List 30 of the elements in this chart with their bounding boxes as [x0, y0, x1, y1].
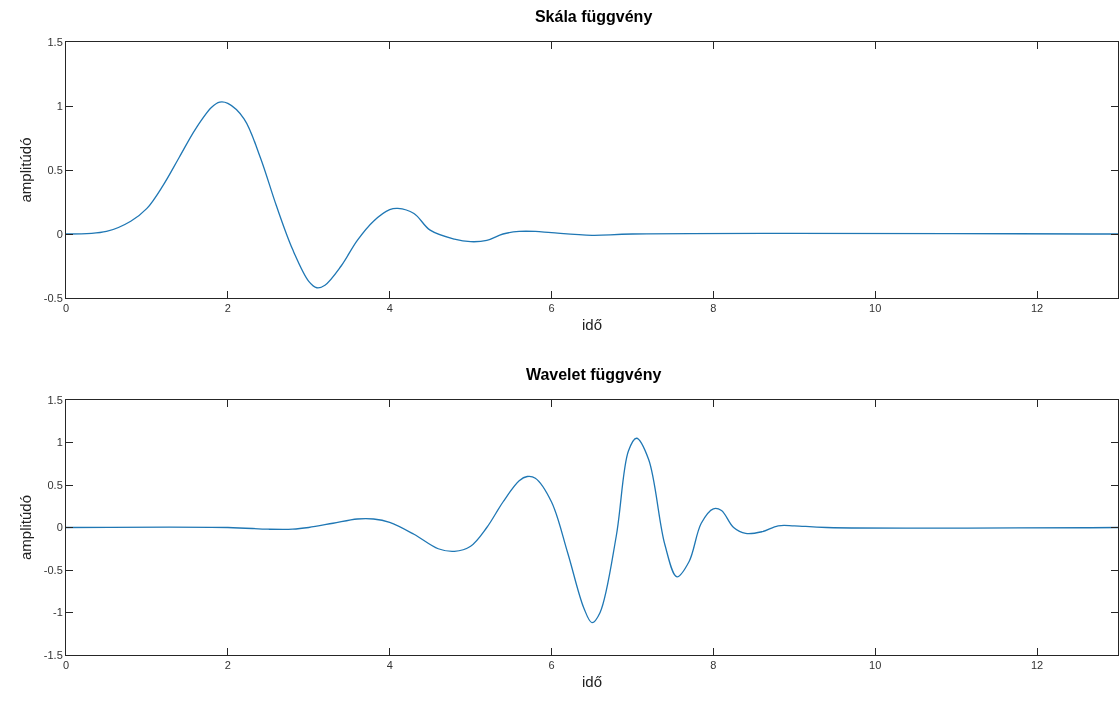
y-tick-label: 0.5 — [47, 478, 63, 491]
y-tick-label: -1.5 — [43, 648, 63, 661]
chart-title: Skála függvény — [534, 8, 653, 25]
x-tick-label: 6 — [548, 302, 555, 315]
y-tick-label: 1.5 — [47, 35, 63, 48]
x-tick-label: 12 — [1030, 659, 1044, 672]
y-tick-label: 1.5 — [47, 393, 63, 406]
y-tick-label: 1 — [56, 436, 63, 449]
x-tick-label: 4 — [386, 659, 393, 672]
x-axis-title: idő — [581, 673, 603, 691]
x-tick-label: 10 — [869, 302, 882, 315]
x-tick-label: 2 — [224, 659, 231, 672]
y-tick-label: 0 — [56, 521, 63, 534]
x-tick-label: 6 — [548, 659, 555, 672]
y-axis-title: amplitúdó — [17, 494, 35, 561]
y-tick-label: -0.5 — [43, 563, 63, 576]
y-axis-title: amplitúdó — [17, 137, 35, 203]
chart-title: Wavelet függvény — [525, 366, 662, 383]
x-axis-title: idő — [581, 316, 603, 334]
y-tick-label: 0.5 — [47, 163, 63, 176]
x-tick-label: 8 — [710, 302, 717, 315]
y-tick-label: 0 — [56, 227, 63, 240]
x-tick-label: 4 — [386, 302, 393, 315]
y-tick-label: -1 — [53, 606, 63, 619]
y-tick-label: -0.5 — [43, 291, 63, 304]
x-tick-label: 12 — [1030, 302, 1044, 315]
x-tick-label: 8 — [710, 659, 717, 672]
x-tick-label: 10 — [869, 659, 882, 672]
x-tick-label: 2 — [224, 302, 231, 315]
y-tick-label: 1 — [56, 99, 63, 112]
